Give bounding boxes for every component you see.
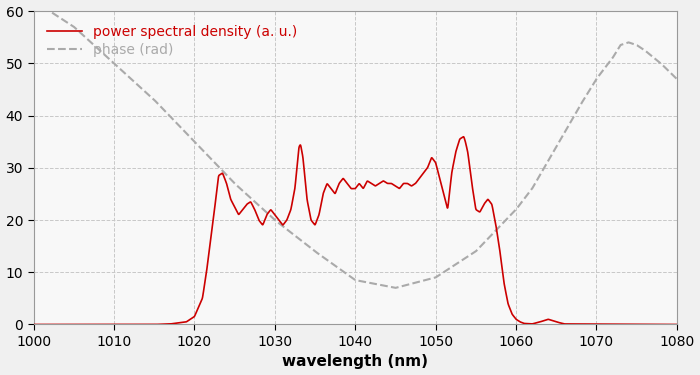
Legend: power spectral density (a. u.), phase (rad): power spectral density (a. u.), phase (r… [41,18,304,64]
phase (rad) [304,244,312,248]
power spectral density (a. u.) [103,322,111,327]
phase (rad) [29,0,38,3]
power spectral density (a. u.) [660,322,668,327]
power spectral density (a. u.) [304,203,312,207]
phase (rad) [103,55,111,59]
power spectral density (a. u.) [276,220,284,224]
phase (rad) [141,89,149,94]
Line: power spectral density (a. u.): power spectral density (a. u.) [34,137,677,324]
power spectral density (a. u.) [459,135,468,139]
phase (rad) [391,286,400,290]
X-axis label: wavelength (nm): wavelength (nm) [282,354,428,369]
power spectral density (a. u.) [673,322,681,327]
power spectral density (a. u.) [141,322,149,327]
Line: phase (rad): phase (rad) [34,1,677,288]
phase (rad) [660,64,668,69]
phase (rad) [276,222,284,226]
phase (rad) [591,79,599,83]
power spectral density (a. u.) [591,322,599,326]
power spectral density (a. u.) [29,322,38,327]
phase (rad) [673,77,681,81]
